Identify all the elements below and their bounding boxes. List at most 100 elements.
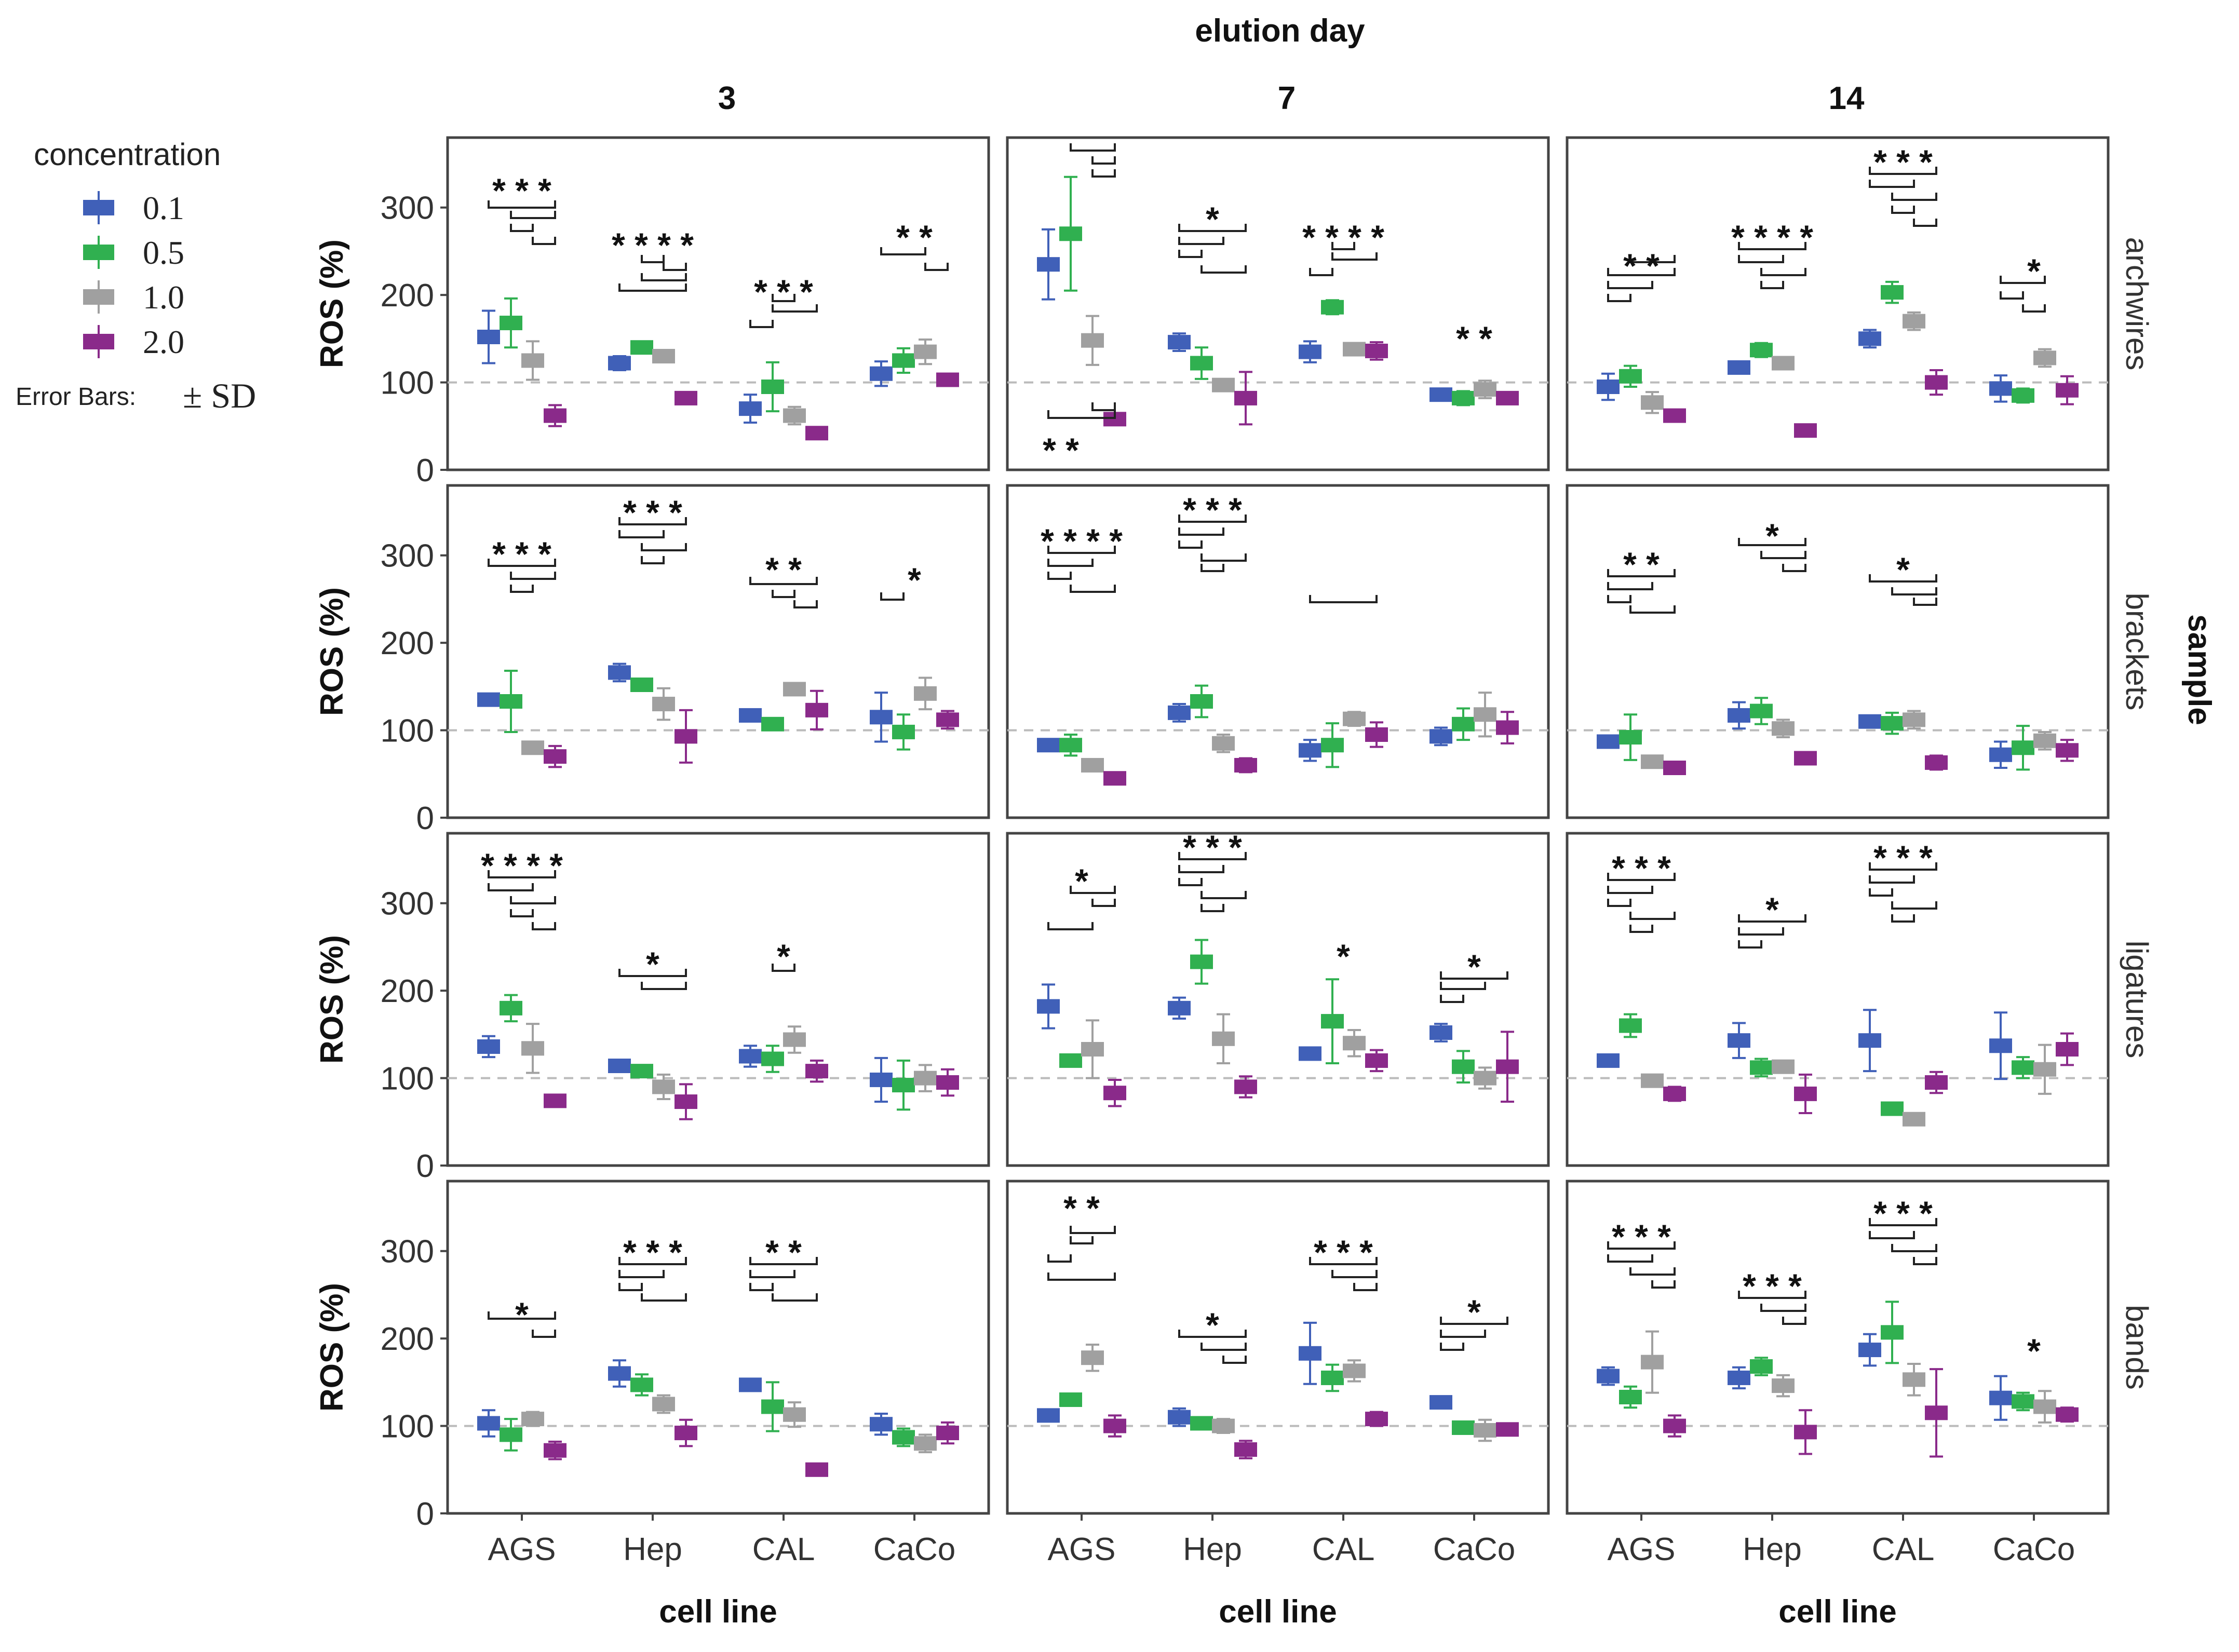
y-tick-label: 100: [381, 1409, 434, 1445]
mean-box: [1190, 356, 1213, 371]
mean-box: [630, 1064, 653, 1079]
box-Hep-conc-0-1: [1168, 1407, 1191, 1427]
significance-stars: * * *: [1873, 838, 1933, 877]
box-CaCo-conc-0-5: [892, 1059, 915, 1111]
box-CAL-conc-2-0: [1365, 341, 1388, 361]
significance-bracket: [1738, 1291, 1806, 1299]
series-bands-day-7: [1037, 1321, 1519, 1459]
box-CAL-conc-0-5: [1881, 711, 1904, 735]
mean-box: [892, 1078, 915, 1093]
mean-box: [1903, 712, 1925, 727]
significance-bracket: [1331, 242, 1355, 250]
mean-box: [1452, 390, 1475, 405]
box-AGS-conc-0-5: [500, 670, 522, 733]
series-archwires-day-7: [1037, 175, 1519, 427]
significance-bracket: [1091, 169, 1116, 178]
mean-box: [739, 401, 762, 416]
box-CAL-conc-0-5: [1321, 299, 1344, 316]
significance-bracket: [1891, 193, 1937, 201]
mean-box: [477, 1039, 500, 1054]
significance-stars: *: [1467, 1293, 1481, 1331]
mean-box: [1365, 727, 1388, 742]
mean-box: [1881, 285, 1904, 300]
box-CaCo-conc-2-0: [2056, 739, 2079, 762]
significance-brackets-day-7-CAL: [1309, 595, 1378, 603]
significance-bracket: [772, 1293, 818, 1302]
mean-box: [477, 1416, 500, 1431]
significance-bracket: [1607, 1254, 1653, 1263]
mean-box: [1234, 390, 1257, 405]
significance-bracket: [1891, 901, 1937, 910]
column-title-day-7: 7: [1278, 80, 1296, 116]
mean-box: [608, 1366, 631, 1381]
mean-box: [783, 1032, 806, 1047]
box-AGS-conc-2-0: [1103, 1078, 1126, 1107]
box-AGS-conc-1-0: [1081, 315, 1104, 366]
legend-title: concentration: [34, 137, 221, 172]
mean-box: [2056, 383, 2079, 398]
panel-frame: [1006, 832, 1550, 1167]
x-axis-title-col-2: cell line: [1219, 1594, 1337, 1630]
mean-box: [1321, 1014, 1344, 1029]
significance-archwires-day-3-AGS: * * *: [488, 171, 556, 245]
box-Hep-conc-0-5: [630, 1064, 653, 1079]
significance-bracket: [510, 909, 534, 917]
significance-bracket: [1201, 1343, 1247, 1351]
box-Hep-conc-1-0: [1772, 719, 1795, 739]
box-CaCo-conc-1-0: [1474, 1418, 1496, 1442]
mean-box: [1989, 747, 2012, 762]
significance-stars: * * *: [1612, 849, 1671, 887]
box-CaCo-conc-1-0: [2033, 1390, 2056, 1424]
box-AGS-conc-0-1: [1037, 983, 1060, 1030]
box-Hep-conc-1-0: [1772, 356, 1795, 371]
mean-box: [2012, 1394, 2034, 1409]
mean-box: [1925, 1075, 1948, 1090]
box-Hep-conc-0-1: [1728, 1366, 1750, 1390]
mean-box: [521, 1412, 544, 1427]
panel-archwires-day-3: 0 100 200 300: [381, 136, 990, 489]
x-tick-label: Hep: [1743, 1532, 1802, 1567]
significance-stars: * *: [765, 550, 802, 589]
mean-box: [1234, 1442, 1257, 1457]
error-bars-value: ± SD: [183, 376, 256, 415]
mean-box: [608, 356, 631, 371]
mean-box: [1037, 738, 1060, 753]
mean-box: [1059, 226, 1082, 241]
significance-bracket: [1070, 143, 1116, 152]
mean-box: [914, 1071, 937, 1086]
significance-bracket: [1738, 255, 1784, 263]
mean-box: [1365, 343, 1388, 358]
significance-stars: *: [1467, 947, 1481, 986]
significance-bracket: [749, 1257, 818, 1265]
box-CAL-conc-2-0: [805, 426, 828, 441]
box-AGS-conc-0-1: [1597, 1366, 1620, 1386]
significance-bands-day-7-Hep: *: [1178, 1306, 1247, 1364]
significance-bracket: [1178, 224, 1247, 232]
significance-archwires-day-14-CaCo: *: [2000, 252, 2046, 313]
significance-bracket: [618, 1283, 643, 1291]
box-CAL-conc-2-0: [1365, 1049, 1388, 1073]
mean-box: [1663, 408, 1686, 423]
significance-bracket: [532, 922, 556, 930]
mean-box: [1321, 738, 1344, 753]
mean-box: [914, 1436, 937, 1451]
significance-bracket: [1440, 971, 1508, 980]
mean-box: [761, 380, 784, 394]
error-bars-label: Error Bars:: [16, 383, 136, 411]
box-CaCo-conc-0-5: [1452, 1420, 1475, 1435]
significance-stars: * * *: [1873, 143, 1933, 181]
mean-box: [1037, 257, 1060, 272]
significance-bracket: [641, 1293, 687, 1302]
significance-annotations: * * ** * * ** * ** * * * * * ** ** ** * * …: [481, 143, 2046, 1370]
legend-label: 0.5: [143, 234, 184, 271]
significance-stars: *: [1206, 200, 1219, 238]
significance-bracket: [1629, 1267, 1676, 1276]
row-label-archwires: archwires: [2120, 237, 2154, 371]
significance-stars: *: [908, 561, 921, 599]
significance-bracket: [1178, 527, 1224, 536]
box-Hep-conc-2-0: [1794, 1409, 1817, 1455]
box-Hep-conc-2-0: [1794, 1073, 1817, 1114]
mean-box: [477, 330, 500, 344]
box-Hep-conc-0-5: [1750, 1058, 1773, 1078]
mean-box: [1641, 1073, 1664, 1088]
